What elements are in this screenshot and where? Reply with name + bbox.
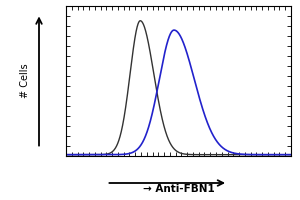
Text: → Anti-FBN1: → Anti-FBN1: [142, 184, 214, 194]
Text: # Cells: # Cells: [20, 64, 31, 98]
